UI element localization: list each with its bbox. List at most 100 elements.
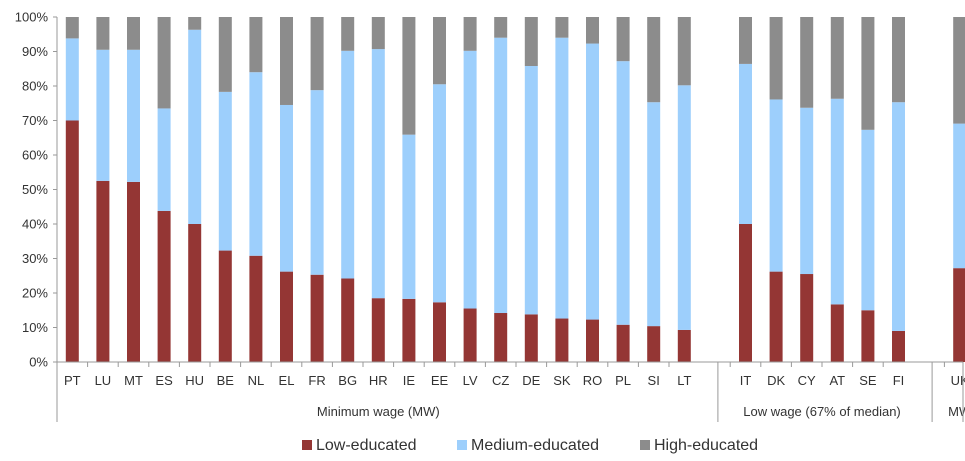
legend-swatch-low-educated xyxy=(302,440,312,450)
bar-medium-educated-uk xyxy=(953,123,965,269)
x-tick-label-uk: UK xyxy=(951,373,965,388)
x-tick-label-sk: SK xyxy=(553,373,571,388)
x-tick-label-it: IT xyxy=(740,373,752,388)
x-tick-label-fr: FR xyxy=(308,373,325,388)
y-tick-label: 90% xyxy=(22,44,48,59)
bar-medium-educated-nl xyxy=(249,72,263,256)
bar-medium-educated-sk xyxy=(555,37,569,319)
x-tick-label-pl: PL xyxy=(615,373,631,388)
x-tick-label-si: SI xyxy=(648,373,660,388)
x-tick-label-ee: EE xyxy=(431,373,449,388)
x-tick-label-ro: RO xyxy=(583,373,603,388)
bar-medium-educated-hr xyxy=(371,49,385,299)
x-tick-label-hu: HU xyxy=(185,373,204,388)
bar-high-educated-hu xyxy=(188,17,202,30)
bar-low-educated-be xyxy=(218,250,232,362)
legend-label-high-educated: High-educated xyxy=(654,437,758,454)
bar-high-educated-be xyxy=(218,17,232,92)
legend: Low-educated Medium-educated High-educated xyxy=(302,437,758,454)
x-tick-label-se: SE xyxy=(859,373,877,388)
bar-low-educated-ee xyxy=(433,302,446,362)
bar-medium-educated-es xyxy=(157,108,171,211)
bar-high-educated-lt xyxy=(677,17,691,86)
bar-medium-educated-it xyxy=(739,63,752,224)
x-tick-label-lt: LT xyxy=(677,373,691,388)
bar-high-educated-pt xyxy=(65,17,79,39)
bar-high-educated-se xyxy=(861,17,875,130)
x-tick-label-de: DE xyxy=(522,373,540,388)
x-tick-label-nl: NL xyxy=(248,373,265,388)
bar-high-educated-cz xyxy=(494,17,508,38)
y-tick-label: 40% xyxy=(22,217,48,232)
bar-low-educated-at xyxy=(830,304,844,362)
bar-medium-educated-lv xyxy=(463,50,477,309)
bar-low-educated-pt xyxy=(65,120,79,362)
bar-high-educated-es xyxy=(157,17,171,109)
bar-medium-educated-si xyxy=(647,102,661,327)
bar-low-educated-lu xyxy=(96,180,110,363)
legend-swatch-medium-educated xyxy=(457,440,467,450)
group-label: MW xyxy=(948,404,965,419)
x-tick-label-cy: CY xyxy=(798,373,816,388)
bar-high-educated-mt xyxy=(127,17,140,50)
x-tick-label-es: ES xyxy=(155,373,173,388)
legend-swatch-high-educated xyxy=(640,440,650,450)
x-tick-label-lv: LV xyxy=(463,373,478,388)
bar-low-educated-lv xyxy=(463,308,477,362)
y-tick-label: 100% xyxy=(15,10,49,25)
x-tick-label-be: BE xyxy=(217,373,235,388)
y-tick-label: 60% xyxy=(22,148,48,163)
bar-low-educated-ro xyxy=(586,319,599,362)
bar-low-educated-de xyxy=(524,314,538,362)
bar-medium-educated-mt xyxy=(127,49,140,182)
y-tick-label: 80% xyxy=(22,79,48,94)
group-label: Low wage (67% of median) xyxy=(743,404,901,419)
bar-high-educated-fi xyxy=(892,17,905,103)
x-tick-label-fi: FI xyxy=(893,373,905,388)
bar-high-educated-si xyxy=(647,17,661,103)
bar-low-educated-hu xyxy=(188,224,202,362)
bar-low-educated-uk xyxy=(953,268,965,362)
bar-medium-educated-at xyxy=(830,98,844,305)
bar-low-educated-bg xyxy=(341,278,355,362)
x-tick-label-at: AT xyxy=(829,373,845,388)
bar-low-educated-it xyxy=(739,224,752,362)
bar-medium-educated-bg xyxy=(341,50,355,279)
bar-medium-educated-se xyxy=(861,129,875,311)
x-tick-label-ie: IE xyxy=(403,373,416,388)
bar-high-educated-uk xyxy=(953,17,965,124)
bar-medium-educated-dk xyxy=(769,99,783,272)
bar-low-educated-cz xyxy=(494,313,508,362)
bar-high-educated-ie xyxy=(402,17,416,135)
bar-high-educated-ee xyxy=(433,17,446,85)
y-tick-label: 10% xyxy=(22,320,48,335)
bar-high-educated-lv xyxy=(463,17,477,51)
bar-medium-educated-hu xyxy=(188,29,202,225)
bar-low-educated-si xyxy=(647,326,661,362)
bar-low-educated-pl xyxy=(616,324,630,362)
bar-medium-educated-fr xyxy=(310,90,324,275)
y-tick-label: 30% xyxy=(22,251,48,266)
bar-low-educated-lt xyxy=(677,329,691,362)
y-tick-label: 70% xyxy=(22,113,48,128)
bar-high-educated-dk xyxy=(769,17,783,100)
bar-medium-educated-fi xyxy=(892,102,905,331)
bar-high-educated-lu xyxy=(96,17,110,50)
bar-high-educated-cy xyxy=(800,17,814,108)
y-tick-label: 20% xyxy=(22,286,48,301)
x-tick-label-hr: HR xyxy=(369,373,388,388)
bar-medium-educated-ee xyxy=(433,84,446,303)
bar-low-educated-cy xyxy=(800,274,814,362)
bar-high-educated-bg xyxy=(341,17,355,51)
bar-medium-educated-lu xyxy=(96,49,110,181)
bar-medium-educated-ro xyxy=(586,43,599,320)
bar-low-educated-fr xyxy=(310,274,324,362)
bar-high-educated-de xyxy=(524,17,538,66)
x-tick-label-bg: BG xyxy=(338,373,357,388)
bar-low-educated-es xyxy=(157,210,171,362)
x-tick-label-dk: DK xyxy=(767,373,785,388)
bar-medium-educated-de xyxy=(524,65,538,315)
bar-high-educated-el xyxy=(280,17,293,105)
bar-low-educated-hr xyxy=(371,298,385,362)
bars-layer xyxy=(65,17,965,363)
